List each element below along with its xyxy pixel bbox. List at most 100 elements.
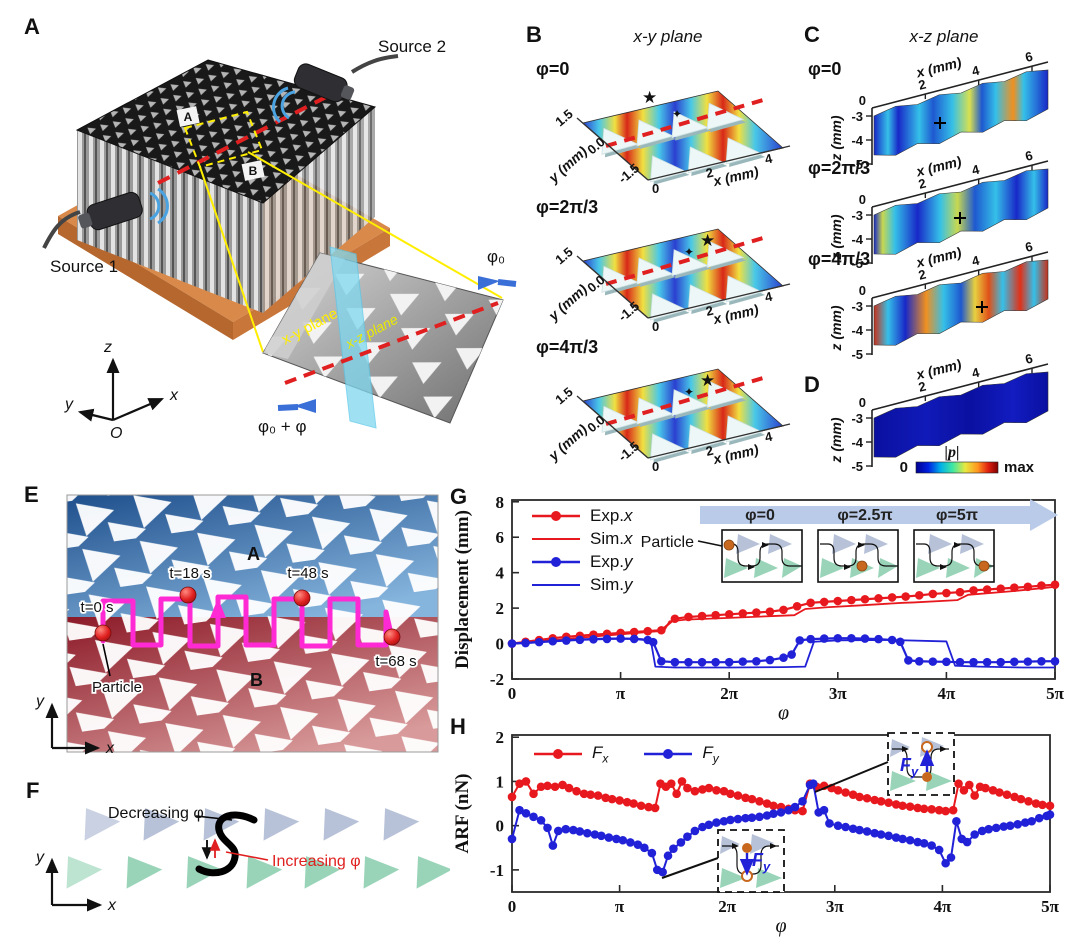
prism-top [636,257,675,285]
lattice-triangle [323,808,360,841]
data-point [848,790,858,800]
y-axis-title: Displacement (mm) [452,510,473,669]
sim-x-line-sample-icon [532,538,580,540]
y-tick-label: 1 [496,772,505,791]
data-point [825,819,834,828]
x-tick: 0 [652,319,659,334]
x-axis [647,145,791,181]
data-point [583,828,592,838]
x-tick: 2 [917,77,928,93]
exp-x-marker-sample-icon [532,511,580,521]
data-point [970,830,979,839]
x-tick: 2 [704,303,714,319]
particle-sphere [179,586,197,604]
data-point [847,595,856,605]
data-point [934,805,944,815]
x-tick: 2 [917,379,928,395]
flow-arrow-icon [902,746,909,752]
panel-label-b: B [526,22,542,47]
sound-waves-icon [157,187,169,225]
data-point [1024,797,1033,806]
x-tick-label: 4π [933,897,952,916]
lattice-triangle [363,856,400,889]
data-point [862,827,872,836]
data-point [572,786,581,796]
chart-h-legend: Fx Fy [532,743,719,765]
data-point [1045,801,1055,811]
x-axis-label: x [107,897,117,914]
data-point [765,607,775,616]
y-tick-label: 2 [496,728,505,747]
data-point [712,818,721,827]
data-point [954,779,963,788]
z-tick: -3 [851,208,863,223]
plot-frame [511,499,1056,680]
data-point [1031,799,1041,808]
series-Sim.y [511,637,1055,669]
x-tick: 0 [652,181,659,196]
data-point [561,824,571,834]
phase-step-label: φ=5π [936,507,978,524]
data-point [755,812,764,822]
region-a-label: A [247,544,260,564]
y-axis-title: ARF (nN) [452,773,473,853]
data-point [977,826,987,836]
data-point [669,844,678,853]
x-tick: 6 [1024,49,1035,65]
data-point [806,634,815,644]
data-point [891,800,901,809]
data-point [650,803,660,813]
x-axis [871,160,1049,208]
data-point [712,785,721,795]
y-axis-label: y (mm) [545,143,591,186]
data-point [543,781,552,791]
trajectory-arrow-icon [210,598,226,618]
pin-array-left-face [77,130,263,313]
transducer-source-1 [78,191,143,231]
data-point [704,820,714,830]
lattice-triangle [66,856,103,889]
data-point [891,833,901,842]
z-tick: -4 [851,435,863,450]
data-point [904,656,913,665]
data-point [1010,792,1019,802]
data-point [934,845,944,855]
x-tick: 4 [763,429,774,445]
data-point [607,794,617,804]
data-point [819,597,829,607]
pin-array-right-face [263,107,375,313]
prism-top [636,119,675,147]
lattice-triangle [143,808,180,841]
data-point [521,777,531,786]
data-point [515,805,524,815]
x-tick: 2 [704,443,714,459]
legend-item-exp-y: Exp.y [530,551,633,573]
data-point [855,825,864,835]
data-point [965,780,974,790]
data-point [765,655,775,665]
data-point [1050,656,1060,666]
data-point [579,789,589,799]
data-point [733,791,743,800]
decreasing-phi-label: Decreasing φ [108,805,204,822]
panel-label-d: D [804,372,820,397]
x-axis-label: x [105,740,115,757]
phase-step-label: φ=0 [745,507,775,524]
x-tick: 2 [917,176,928,192]
data-point [806,598,815,608]
data-point [590,830,600,839]
prism-top [725,415,764,443]
z-tick: -5 [851,347,863,362]
data-point [1009,657,1019,667]
data-point [981,783,990,793]
inset-connector-line [661,857,719,879]
fy-label: Fy [752,850,771,874]
data-point [919,839,929,848]
lattice-triangle [246,856,283,889]
x-tick-label: 2π [718,897,737,916]
data-point [769,801,778,811]
